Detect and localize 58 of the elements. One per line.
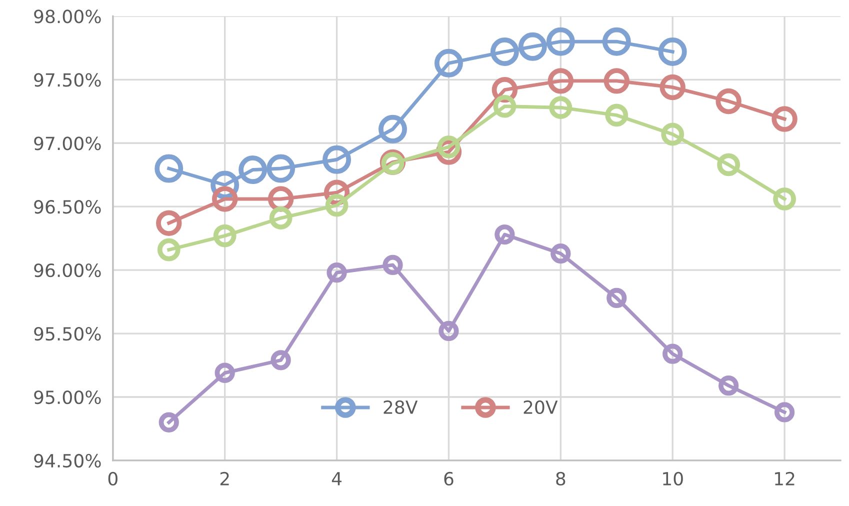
point [717,153,740,176]
point [214,362,235,383]
point [326,262,347,283]
x-tick-label: 2 [220,472,229,486]
x-tick-label: 10 [663,472,683,486]
x-tick-label: 12 [775,472,794,486]
y-tick-label: 98.00% [34,10,101,24]
y-tick-label: 94.50% [34,454,101,468]
point [602,27,631,56]
point [238,156,268,184]
point [212,186,238,212]
y-tick-label: 96.00% [34,264,101,278]
point [774,402,795,422]
point [494,224,515,245]
point [157,238,180,262]
point [154,154,184,183]
point [213,224,236,248]
x-tick-label: 8 [556,472,566,486]
legend-label: 20V [524,400,558,414]
x-tick-label: 6 [444,472,454,486]
y-tick-label: 97.50% [34,73,101,87]
point [550,243,571,264]
point [156,210,182,236]
point [716,88,742,114]
y-tick-label: 96.50% [34,200,101,214]
point [266,154,296,183]
point [158,412,179,432]
y-tick-label: 97.00% [34,136,101,150]
point [546,27,575,56]
point [382,254,403,276]
point [606,288,627,308]
point [605,104,628,127]
point [434,48,463,78]
point [604,68,630,94]
point [773,188,796,210]
point [325,194,348,217]
point [661,122,684,146]
point [658,38,687,66]
point [378,114,407,144]
point [438,320,459,342]
y-tick-label: 95.00% [34,390,101,404]
point [437,135,460,158]
point [548,68,574,94]
point [549,96,572,120]
point [660,74,686,100]
point [490,38,519,66]
point [269,206,292,230]
point [493,94,516,118]
x-tick-label: 0 [108,472,118,486]
point [322,145,352,174]
point [772,106,798,132]
point [518,32,547,61]
point [270,350,291,370]
point [718,376,739,396]
point [662,344,683,364]
x-tick-label: 4 [332,472,342,486]
y-tick-label: 95.50% [34,326,101,341]
legend-label: 28V [384,400,418,414]
